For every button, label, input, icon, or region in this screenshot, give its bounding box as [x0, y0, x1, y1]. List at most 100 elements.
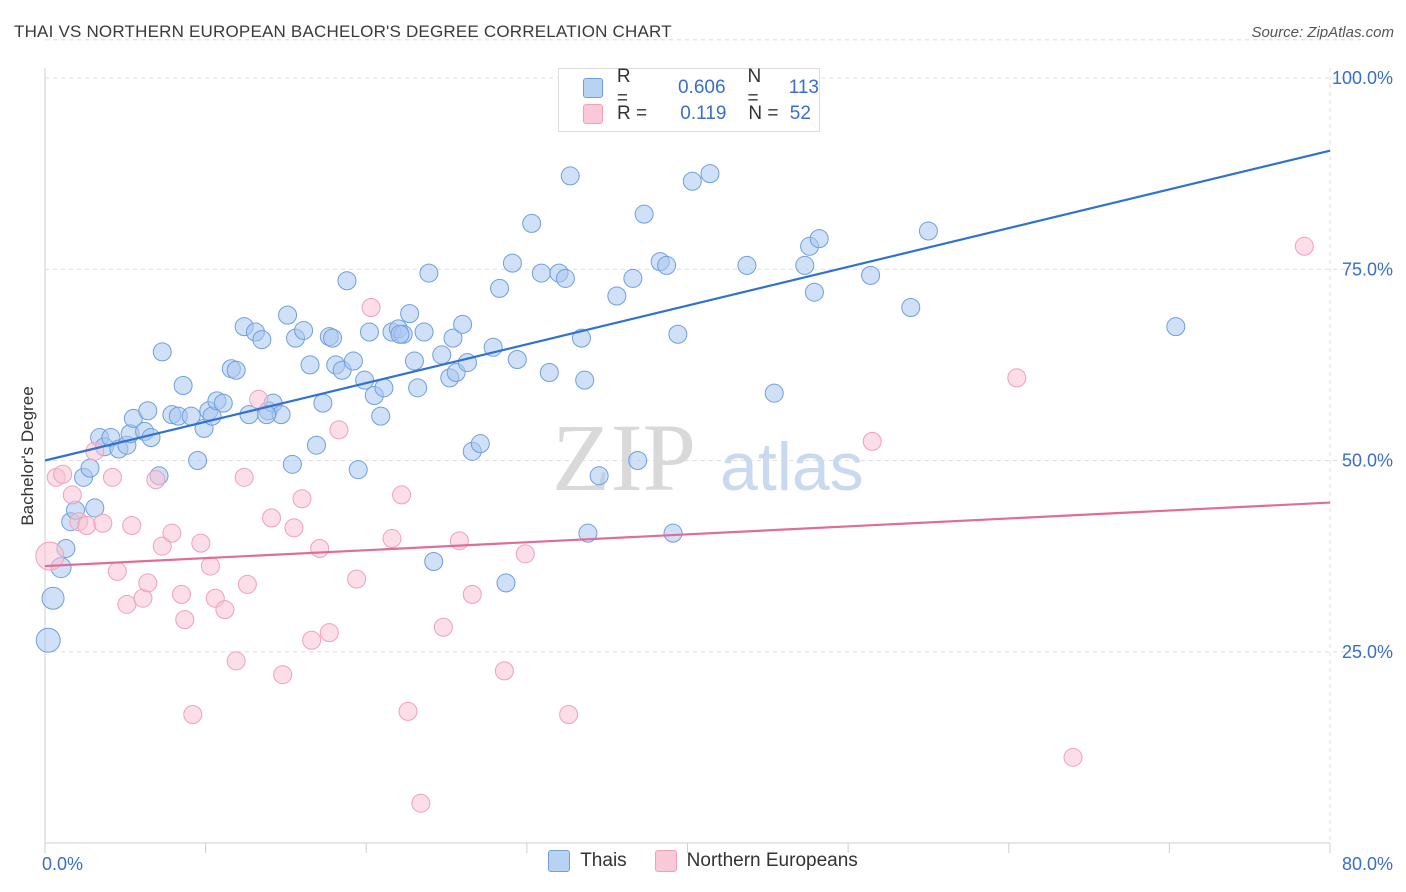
northern-european-point [77, 516, 97, 536]
thai-point [901, 298, 921, 317]
northern-european-point [122, 516, 142, 536]
y-tick-label: 100.0% [1332, 68, 1393, 88]
thai-point [374, 378, 394, 398]
northern-european-point [302, 630, 322, 650]
thai-point [337, 271, 357, 291]
northern-european-point [1063, 747, 1083, 767]
thai-point [555, 268, 575, 288]
thai-point [313, 393, 333, 413]
northern-european-point [449, 531, 469, 551]
northern-european-point [261, 508, 281, 528]
trend-line-northern-europeans [44, 501, 1331, 568]
thai-point [623, 268, 643, 288]
northern-european-point [392, 485, 412, 505]
thai-point [371, 406, 391, 426]
thai-point [795, 255, 815, 275]
northern-european-point [234, 467, 254, 487]
thai-point [226, 360, 246, 380]
legend-n-label: N = [747, 66, 762, 109]
thai-point [152, 342, 172, 362]
x-tick-label: 80.0% [1342, 854, 1393, 874]
thai-point [239, 405, 259, 425]
thai-point [424, 551, 444, 571]
thai-point [404, 351, 424, 371]
thai-point [390, 324, 410, 344]
thai-point [408, 378, 428, 398]
thai-point [213, 393, 233, 413]
northern-european-point [107, 561, 127, 581]
thai-point [560, 166, 580, 186]
thai-point [531, 263, 551, 283]
thai-point [496, 573, 516, 593]
thai-point [522, 213, 542, 233]
thai-point [432, 345, 452, 365]
thai-point [539, 363, 559, 383]
thai-point [80, 458, 100, 478]
thai-point [355, 370, 375, 390]
northern-european-point [117, 594, 137, 614]
northern-european-point [200, 556, 220, 576]
northern-european-point [93, 513, 113, 533]
legend-item-thais[interactable]: Thais [548, 850, 627, 872]
thai-point [400, 304, 420, 324]
thai-point [414, 322, 434, 342]
watermark-atlas: atlas [720, 429, 864, 505]
series-legend: Thais Northern Europeans [0, 850, 1406, 872]
thai-point [278, 305, 298, 325]
thai-point [138, 401, 158, 421]
thai-point [804, 282, 824, 302]
northern-european-point [319, 623, 339, 643]
northern-european-point [382, 529, 402, 549]
legend-label-northern-europeans: Northern Europeans [686, 850, 858, 871]
trend-line-thais [44, 149, 1331, 462]
thai-point [323, 328, 343, 348]
thai-point [470, 434, 490, 454]
watermark-zip: ZIP [552, 404, 696, 511]
northern-european-point [138, 573, 158, 593]
thai-point [257, 405, 277, 425]
legend-r-label: R = [616, 66, 631, 109]
thai-point [764, 383, 784, 403]
thai-point [634, 204, 654, 224]
legend-swatch-thais [548, 850, 571, 872]
thai-point [359, 322, 379, 342]
legend-n-value: 52 [789, 103, 811, 124]
axes [44, 68, 1331, 853]
thai-point [490, 278, 510, 298]
y-tick-label: 25.0% [1342, 642, 1393, 662]
trend-lines [44, 149, 1331, 568]
legend-label-thais: Thais [580, 850, 627, 871]
thai-point [571, 328, 591, 348]
northern-european-point [411, 793, 431, 813]
northern-european-point [226, 651, 246, 671]
chart-title: THAI VS NORTHERN EUROPEAN BACHELOR'S DEG… [14, 22, 672, 41]
source-label: Source: ZipAtlas.com [1251, 24, 1394, 41]
legend-item-northern-europeans[interactable]: Northern Europeans [654, 850, 858, 872]
northern-european-point [862, 431, 882, 451]
northern-european-point [515, 544, 535, 564]
thai-point [809, 229, 829, 249]
legend-swatch-thais [583, 78, 603, 98]
legend-r-value: 0.606 [677, 77, 726, 98]
thai-point [443, 328, 463, 348]
northern-european-point [329, 420, 349, 440]
thai-point [294, 320, 314, 340]
thai-point [300, 355, 320, 375]
northern-european-point [146, 470, 166, 490]
northern-european-point [172, 584, 192, 604]
legend-n-label: N = [748, 103, 779, 124]
thai-point [607, 286, 627, 306]
northern-european-point [462, 584, 482, 604]
northern-european-point [191, 533, 211, 553]
thai-point [173, 376, 193, 396]
northern-european-point [1294, 236, 1314, 256]
thai-point [575, 370, 595, 390]
northern-european-point [175, 610, 195, 630]
northern-european-point [62, 485, 82, 505]
thai-point [188, 451, 208, 470]
legend-swatch-northern-europeans [654, 850, 677, 872]
tick-labels: 25.0% 50.0% 75.0% 100.0% 0.0% 80.0% [42, 68, 1393, 874]
thai-point [343, 351, 363, 371]
thai-point [282, 454, 302, 474]
